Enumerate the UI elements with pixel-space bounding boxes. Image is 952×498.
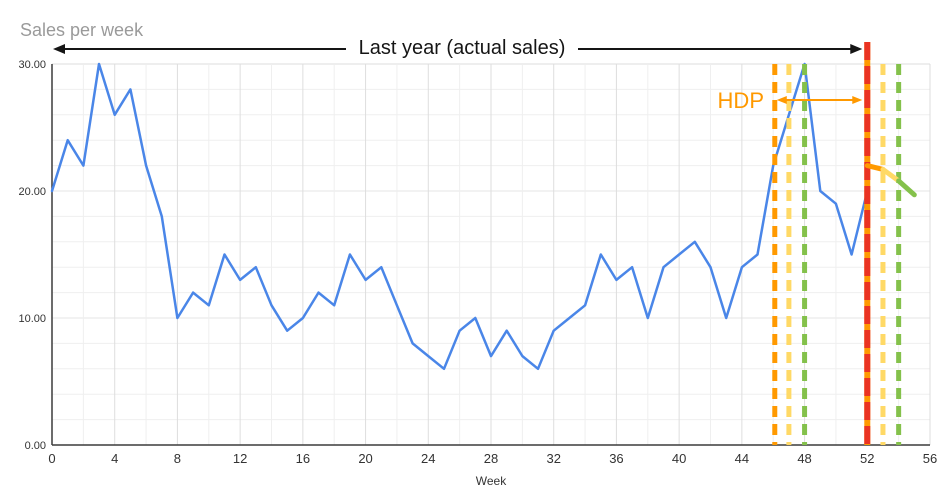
- x-tick-label: 44: [735, 451, 749, 466]
- arrowhead-left-icon: [53, 44, 65, 54]
- arrowhead-right-icon: [850, 44, 863, 54]
- hdp-arrowhead-right-icon: [852, 96, 863, 104]
- x-tick-label: 0: [48, 451, 55, 466]
- forecast-segment-0: [864, 163, 886, 172]
- x-tick-label: 16: [296, 451, 310, 466]
- x-tick-label: 8: [174, 451, 181, 466]
- hdp-annotation-label: HDP: [717, 88, 764, 113]
- x-tick-label: 20: [358, 451, 372, 466]
- x-tick-label: 56: [923, 451, 937, 466]
- forecast-segment-1: [880, 166, 902, 184]
- x-tick-label: 40: [672, 451, 686, 466]
- chart-title: Sales per week: [20, 20, 144, 40]
- forecast-segment-2: [896, 178, 917, 198]
- x-tick-label: 52: [860, 451, 874, 466]
- last-year-annotation-label: Last year (actual sales): [358, 37, 566, 59]
- x-tick-label: 12: [233, 451, 247, 466]
- x-tick-label: 48: [797, 451, 811, 466]
- x-tick-label: 28: [484, 451, 498, 466]
- actual-sales-line: [50, 62, 869, 371]
- hdp-arrowhead-left-icon: [776, 96, 787, 104]
- x-tick-label: 36: [609, 451, 623, 466]
- y-tick-label: 30.00: [18, 59, 46, 71]
- x-tick-label: 24: [421, 451, 435, 466]
- x-tick-label: 4: [111, 451, 118, 466]
- x-tick-label: 32: [546, 451, 560, 466]
- y-tick-label: 0.00: [25, 440, 46, 452]
- x-axis-title: Week: [475, 474, 507, 488]
- y-tick-label: 10.00: [18, 313, 46, 325]
- y-tick-label: 20.00: [18, 186, 46, 198]
